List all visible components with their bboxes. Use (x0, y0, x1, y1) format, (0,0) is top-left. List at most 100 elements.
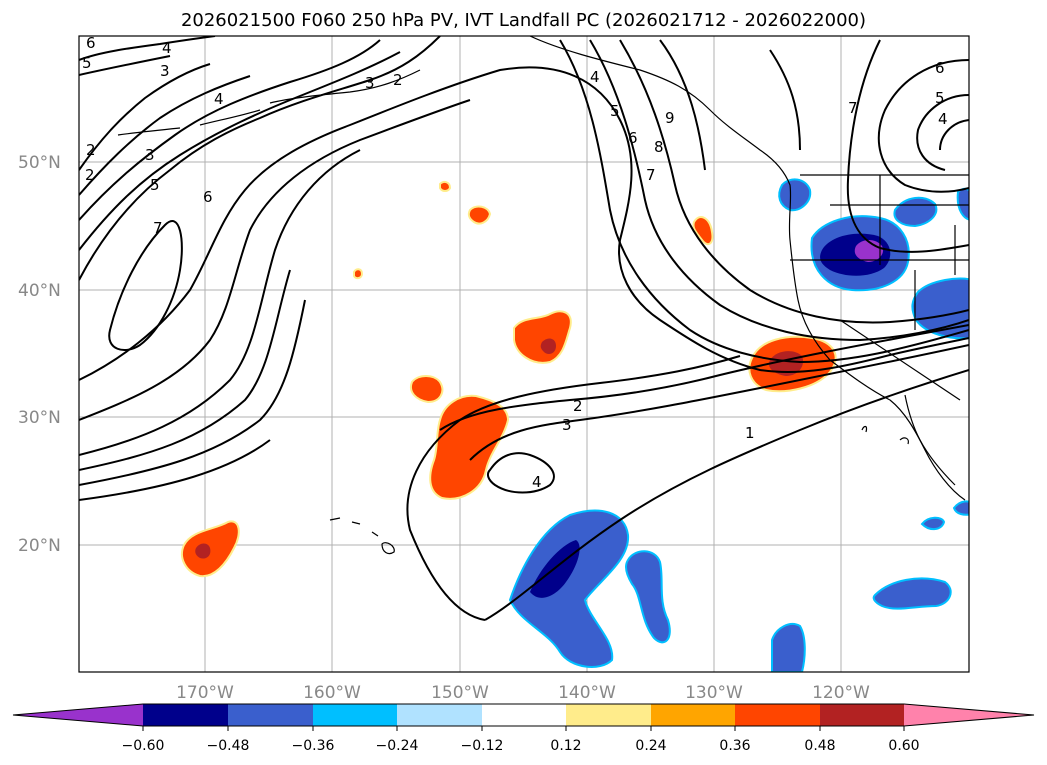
contour-label: 8 (654, 138, 664, 156)
contour-label: 9 (665, 109, 675, 127)
pv-contour (619, 39, 969, 324)
pv-contour (659, 39, 706, 171)
pc-negative-region (911, 277, 969, 340)
pv-contour (79, 39, 381, 221)
pv-contour-labels: 6 4 5 3 2 3 2 4 5 6 7 8 9 7 6 5 4 3 2 5 … (82, 34, 948, 491)
pc-positive-region (439, 180, 452, 192)
lat-label: 40°N (18, 281, 61, 301)
pv-contour (846, 39, 969, 253)
colorbar-tick-label: 0.36 (719, 738, 750, 754)
colorbar-segment (735, 704, 820, 726)
pc-positive-region (181, 520, 240, 578)
colorbar-segment (820, 704, 904, 726)
pv-contour (469, 344, 969, 461)
pv-contour (486, 452, 555, 494)
pv-contour (79, 36, 216, 61)
ivt-pc-shading (181, 178, 969, 672)
pv-contour (79, 51, 401, 251)
pv-contour (769, 49, 801, 151)
contour-label: 4 (214, 90, 224, 108)
lon-label: 150°W (431, 683, 489, 703)
pc-negative-region (952, 500, 969, 516)
contour-label: 6 (935, 59, 945, 77)
lon-label: 120°W (812, 683, 870, 703)
colorbar-segment (397, 704, 482, 726)
colorbar-tick-label: −0.12 (461, 738, 504, 754)
pv-contour (559, 39, 969, 364)
colorbar-under-arrow (13, 704, 143, 726)
longitude-labels: 170°W 160°W 150°W 140°W 130°W 120°W (176, 683, 870, 703)
colorbar-segment (482, 704, 566, 726)
colorbar-tick-label: 0.60 (888, 738, 919, 754)
pc-negative-region (771, 622, 806, 672)
contour-label: 6 (628, 129, 638, 147)
pc-negative-region (920, 516, 946, 530)
contour-label: 6 (86, 34, 96, 52)
colorbar-tick-label: 0.48 (804, 738, 835, 754)
pc-positive-core (195, 543, 211, 559)
contour-label: 2 (393, 71, 403, 89)
lat-label: 20°N (18, 536, 61, 556)
pv-contour (108, 220, 183, 351)
pc-positive-region (692, 216, 714, 246)
colorbar-tick-label: −0.24 (376, 738, 419, 754)
pc-positive-region (410, 375, 444, 404)
contour-label: 5 (610, 102, 620, 120)
pv-contour (589, 39, 969, 342)
colorbar-segment (651, 704, 735, 726)
pv-contour (79, 149, 361, 456)
pc-negative-region (778, 178, 812, 212)
contour-label: 5 (935, 89, 945, 107)
pc-positive-region (353, 268, 364, 280)
pv-contour (79, 63, 211, 171)
pv-contour (484, 369, 969, 621)
pc-positive-region (513, 310, 572, 364)
coastlines (117, 36, 969, 555)
contour-label: 3 (365, 74, 375, 92)
lat-label: 30°N (18, 408, 61, 428)
pc-positive-core (540, 338, 556, 354)
contour-label: 5 (150, 176, 160, 194)
pv-contour (79, 75, 251, 196)
contour-label: 4 (590, 68, 600, 86)
pc-negative-region (872, 577, 952, 610)
contour-label: 3 (145, 146, 155, 164)
lat-label: 50°N (18, 153, 61, 173)
contour-label: 7 (848, 99, 858, 117)
colorbar-segment (566, 704, 651, 726)
contour-label: 2 (85, 166, 95, 184)
pv-contour (79, 269, 291, 471)
lon-label: 160°W (303, 683, 361, 703)
lon-label: 140°W (558, 683, 616, 703)
colorbar-segment (228, 704, 313, 726)
map-frame (78, 35, 970, 673)
contour-label: 6 (203, 188, 213, 206)
map-title: 2026021500 F060 250 hPa PV, IVT Landfall… (180, 10, 867, 31)
contour-label: 4 (162, 39, 172, 57)
pc-negative-region (508, 509, 630, 668)
colorbar-segment (143, 704, 228, 726)
colorbar: −0.60 −0.48 −0.36 −0.24 −0.12 0.12 0.24 … (12, 703, 1035, 754)
colorbar-tick-label: 0.12 (550, 738, 581, 754)
pc-negative-region (624, 550, 671, 644)
contour-label: 3 (160, 62, 170, 80)
pv-contour (79, 299, 306, 486)
contour-label: 3 (562, 416, 572, 434)
contour-label: 1 (745, 424, 755, 442)
colorbar-over-arrow (904, 704, 1034, 726)
pv-contour (79, 66, 969, 381)
colorbar-tick-label: 0.24 (635, 738, 666, 754)
contour-label: 2 (86, 141, 96, 159)
pv-contour (406, 355, 741, 621)
contour-label: 5 (82, 54, 92, 72)
colorbar-segment (313, 704, 397, 726)
pc-positive-region (467, 205, 492, 225)
lon-label: 130°W (685, 683, 743, 703)
contour-label: 4 (938, 110, 948, 128)
contour-label: 7 (153, 219, 163, 237)
pv-contour (877, 59, 969, 193)
contour-label: 4 (532, 473, 542, 491)
latitude-labels: 50°N 40°N 30°N 20°N (18, 153, 61, 556)
pv-contour (939, 119, 969, 151)
